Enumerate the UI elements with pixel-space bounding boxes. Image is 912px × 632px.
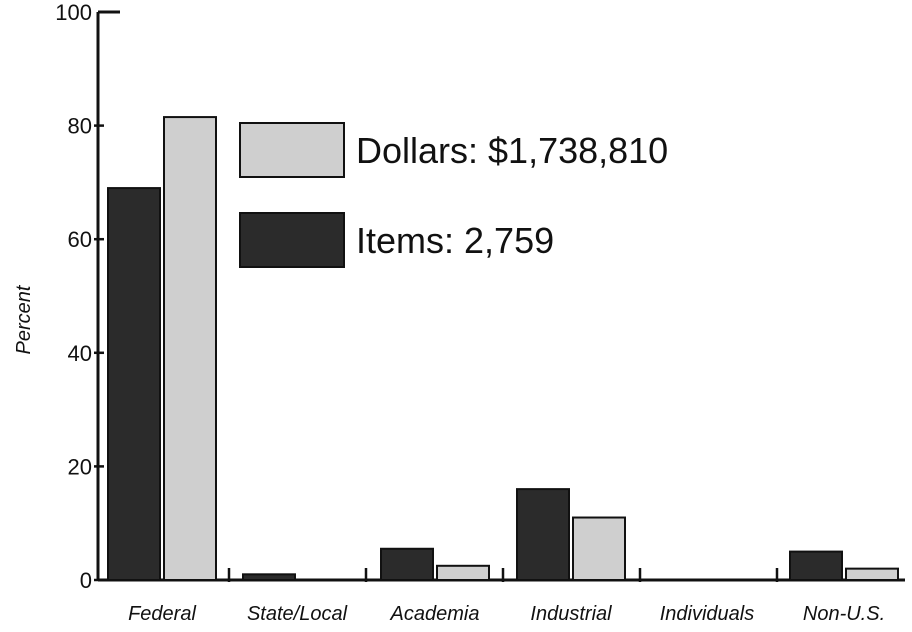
bar-dollars-federal	[163, 116, 217, 582]
bar-items-state-local	[242, 573, 296, 582]
bar-dollars-industrial	[572, 516, 626, 582]
bars	[107, 116, 899, 582]
legend-swatch-dollars	[239, 122, 345, 178]
y-axis-label: Percent	[13, 284, 35, 354]
bar-dollars-academia	[436, 564, 490, 581]
y-tick-label: 40	[68, 341, 92, 366]
bar-items-academia	[380, 547, 434, 582]
y-tick-label: 0	[80, 568, 92, 593]
bar-items-non-u-s-	[789, 550, 843, 581]
y-tick-label: 20	[68, 454, 92, 479]
bar-dollars-non-u-s-	[845, 567, 899, 582]
x-tick-label: Non-U.S.	[803, 603, 885, 625]
bar-items-federal	[107, 187, 161, 582]
y-tick-label: 100	[55, 0, 92, 25]
y-tick-label: 80	[68, 114, 92, 139]
legend-label-items: Items: 2,759	[356, 220, 554, 261]
x-tick-label: Federal	[128, 603, 196, 625]
legend-label-dollars: Dollars: $1,738,810	[356, 130, 668, 171]
x-tick-label: Academia	[390, 603, 480, 625]
x-tick-label: Individuals	[660, 603, 755, 625]
x-tick-label: State/Local	[247, 603, 348, 625]
labels: 0 20 40 60 80 100 Percent Federal State/Local Aca…	[13, 0, 885, 625]
y-tick-label: 60	[68, 227, 92, 252]
x-tick-label: Industrial	[530, 603, 612, 625]
bar-items-industrial	[516, 488, 570, 581]
legend: Dollars: $1,738,810 Items: 2,759	[239, 122, 668, 268]
axes	[94, 10, 905, 582]
legend-swatch-items	[239, 212, 345, 268]
